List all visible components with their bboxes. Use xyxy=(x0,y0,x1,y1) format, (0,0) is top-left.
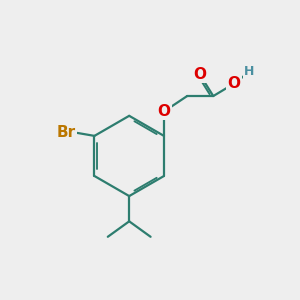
Text: O: O xyxy=(194,67,206,82)
Text: O: O xyxy=(228,76,241,91)
Text: O: O xyxy=(158,104,170,119)
Text: Br: Br xyxy=(57,125,76,140)
Text: H: H xyxy=(244,65,255,78)
